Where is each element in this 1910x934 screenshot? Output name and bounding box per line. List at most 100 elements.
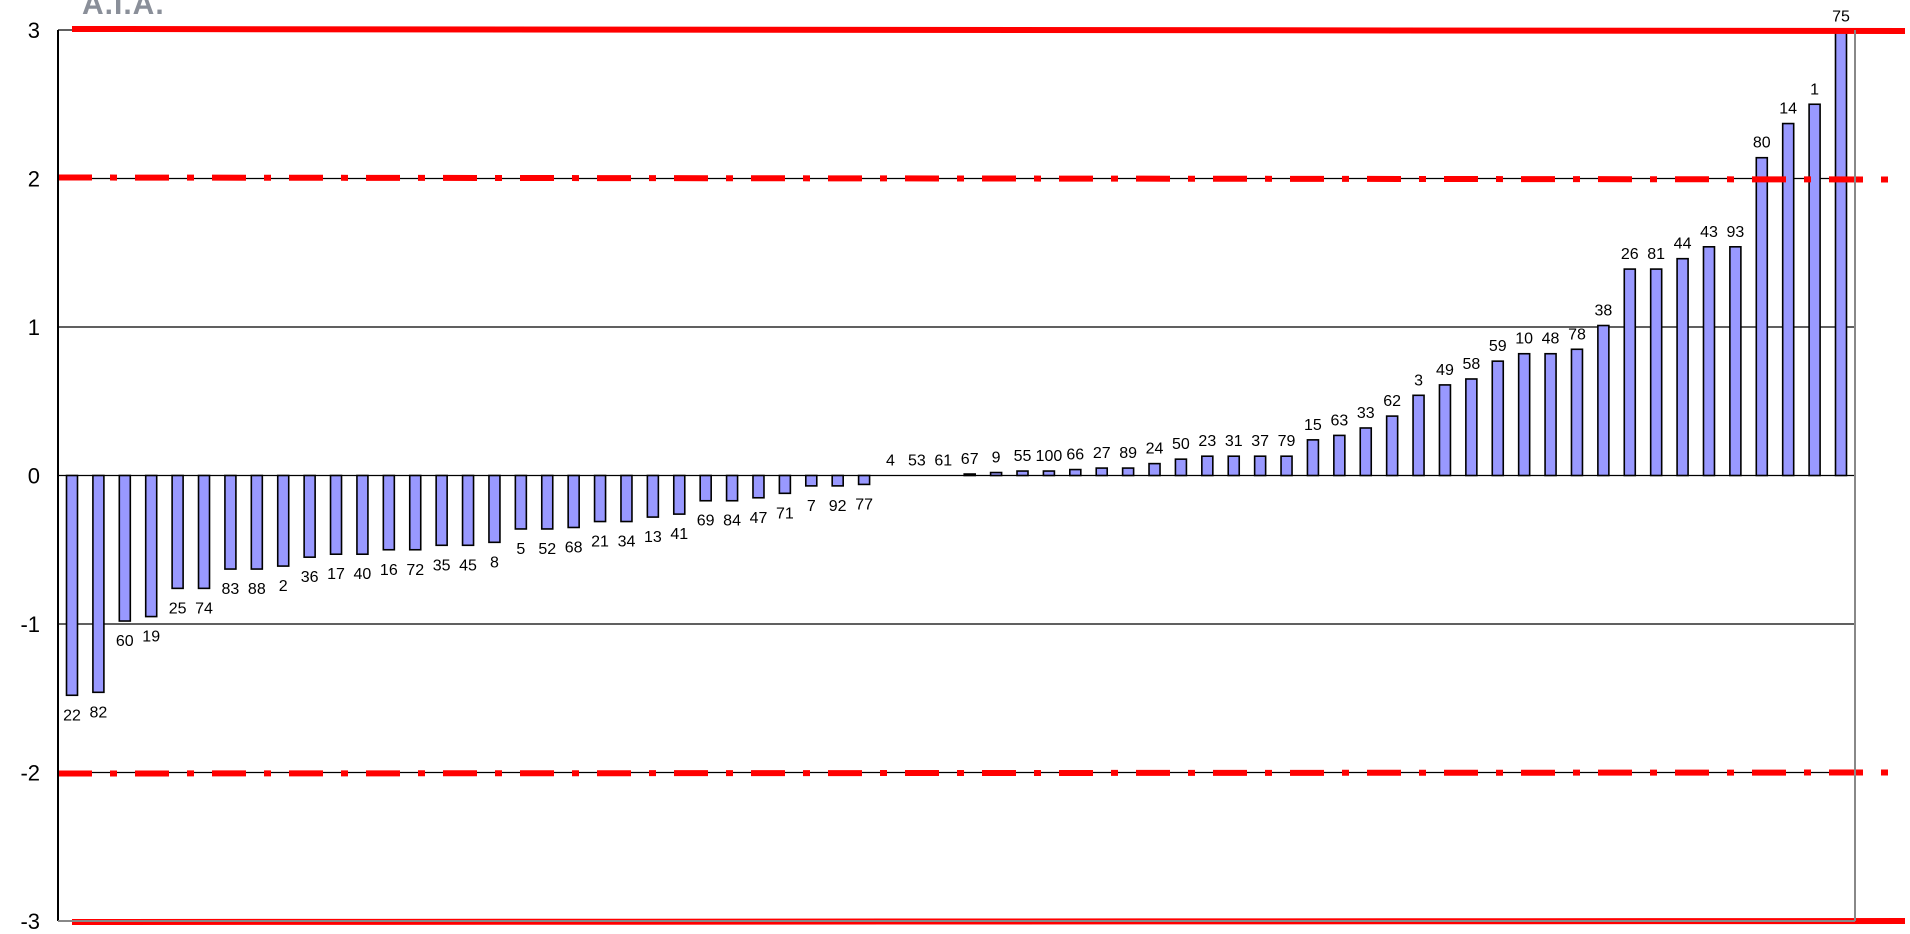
y-tick-label: -1 <box>20 612 40 637</box>
bar-label: 2 <box>279 578 288 595</box>
bar <box>1676 257 1689 477</box>
bar-label: 58 <box>1462 356 1480 373</box>
bar-label: 93 <box>1726 224 1744 241</box>
bar <box>250 474 264 570</box>
bar-label: 24 <box>1146 441 1164 458</box>
bar <box>1702 246 1716 477</box>
bar <box>963 473 977 477</box>
bar-label: 66 <box>1066 447 1084 464</box>
bar <box>989 471 1003 477</box>
bar <box>1808 103 1821 477</box>
reference-line <box>71 26 1906 34</box>
bar <box>620 474 633 523</box>
y-tick-label: 3 <box>28 18 40 43</box>
bar-label: 25 <box>169 600 187 617</box>
y-tick-label: -2 <box>20 761 40 786</box>
bar <box>1834 30 1848 477</box>
bar <box>1253 455 1267 477</box>
bar-label: 71 <box>776 505 794 522</box>
bar-label: 44 <box>1674 236 1692 253</box>
bar-label: 47 <box>750 510 768 527</box>
bar <box>1333 434 1346 477</box>
bar-label: 63 <box>1330 412 1348 429</box>
bar-label: 60 <box>116 633 134 650</box>
bar-label: 37 <box>1251 433 1269 450</box>
bar <box>804 474 818 487</box>
bar <box>1095 467 1109 477</box>
bar-label: 49 <box>1436 362 1454 379</box>
bar-label: 79 <box>1278 433 1296 450</box>
bar-label: 75 <box>1832 8 1850 25</box>
bar-label: 53 <box>908 453 926 470</box>
bar-label: 35 <box>433 557 451 574</box>
bar <box>92 474 105 694</box>
bar <box>461 474 475 547</box>
bar-label: 10 <box>1515 331 1533 348</box>
bar-label: 16 <box>380 562 398 579</box>
bar <box>672 474 686 515</box>
axes <box>57 30 1856 922</box>
bar-label: 67 <box>961 451 979 468</box>
bar <box>567 474 580 529</box>
bar <box>1544 352 1557 477</box>
y-tick-label: 2 <box>28 167 40 192</box>
bar-label: 52 <box>538 541 556 558</box>
bar-label: 84 <box>723 513 741 530</box>
bar <box>382 474 396 551</box>
bar <box>1280 455 1293 477</box>
bar <box>408 474 422 551</box>
bar <box>1649 268 1663 477</box>
bar-label: 77 <box>855 496 873 513</box>
bar <box>303 474 316 558</box>
bar <box>1121 467 1135 477</box>
bar-label: 36 <box>301 569 319 586</box>
bar <box>329 474 343 556</box>
bars <box>65 30 1848 697</box>
bar-label: 45 <box>459 557 477 574</box>
bar <box>1517 352 1531 477</box>
bar <box>1227 455 1241 477</box>
bar <box>224 474 237 570</box>
bar-label: 5 <box>516 541 525 558</box>
bar-label: 7 <box>807 498 816 515</box>
bar <box>752 474 765 499</box>
bar-label: 74 <box>195 600 213 617</box>
bar-label: 15 <box>1304 417 1322 434</box>
bar-label: 69 <box>697 513 715 530</box>
bar <box>1016 470 1029 477</box>
bar-label: 82 <box>90 704 108 721</box>
bar <box>1412 394 1425 477</box>
bar <box>699 474 712 502</box>
bar <box>1755 156 1769 477</box>
bar-label: 33 <box>1357 405 1375 422</box>
bar <box>118 474 132 622</box>
bar <box>1306 439 1320 477</box>
bar-label: 9 <box>992 450 1001 467</box>
bar-label: 34 <box>618 534 636 551</box>
bar <box>1042 470 1056 477</box>
bar-label: 43 <box>1700 224 1718 241</box>
bar <box>65 474 79 697</box>
bar <box>725 474 739 502</box>
bar <box>831 474 844 487</box>
bar <box>171 474 184 590</box>
bar-label: 88 <box>248 581 266 598</box>
bar-label: 55 <box>1014 448 1032 465</box>
bar-label: 1 <box>1810 81 1819 98</box>
bar-label: 13 <box>644 529 662 546</box>
y-tick-label: 1 <box>28 315 40 340</box>
bar-label: 31 <box>1225 433 1243 450</box>
bar <box>276 474 290 567</box>
bar <box>1148 462 1161 477</box>
bar-label: 59 <box>1489 338 1507 355</box>
bar-label: 41 <box>670 526 688 543</box>
bar <box>1729 246 1742 477</box>
bar-label: 23 <box>1198 433 1216 450</box>
bar <box>514 474 528 530</box>
bar <box>1385 415 1399 477</box>
bar-label: 89 <box>1119 445 1137 462</box>
bar-label: 62 <box>1383 393 1401 410</box>
bar <box>1438 384 1452 477</box>
bar-label: 100 <box>1036 448 1063 465</box>
